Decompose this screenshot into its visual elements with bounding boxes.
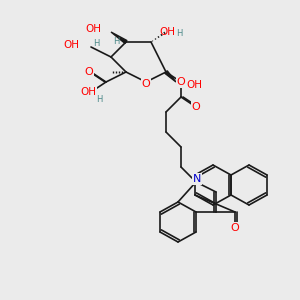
Text: O: O bbox=[192, 102, 200, 112]
Text: H: H bbox=[93, 40, 99, 49]
Text: O: O bbox=[177, 77, 185, 87]
Polygon shape bbox=[165, 71, 176, 82]
Text: H: H bbox=[113, 38, 119, 46]
Text: H: H bbox=[176, 29, 182, 38]
Text: N: N bbox=[193, 174, 201, 184]
Text: OH: OH bbox=[186, 80, 202, 90]
Text: OH: OH bbox=[80, 87, 96, 97]
Polygon shape bbox=[111, 32, 127, 44]
Text: OH: OH bbox=[63, 40, 79, 50]
Text: OH: OH bbox=[159, 27, 175, 37]
Text: OH: OH bbox=[85, 24, 101, 34]
Text: H: H bbox=[96, 95, 102, 104]
Text: O: O bbox=[231, 223, 239, 233]
Text: O: O bbox=[85, 67, 93, 77]
Text: O: O bbox=[142, 79, 150, 89]
